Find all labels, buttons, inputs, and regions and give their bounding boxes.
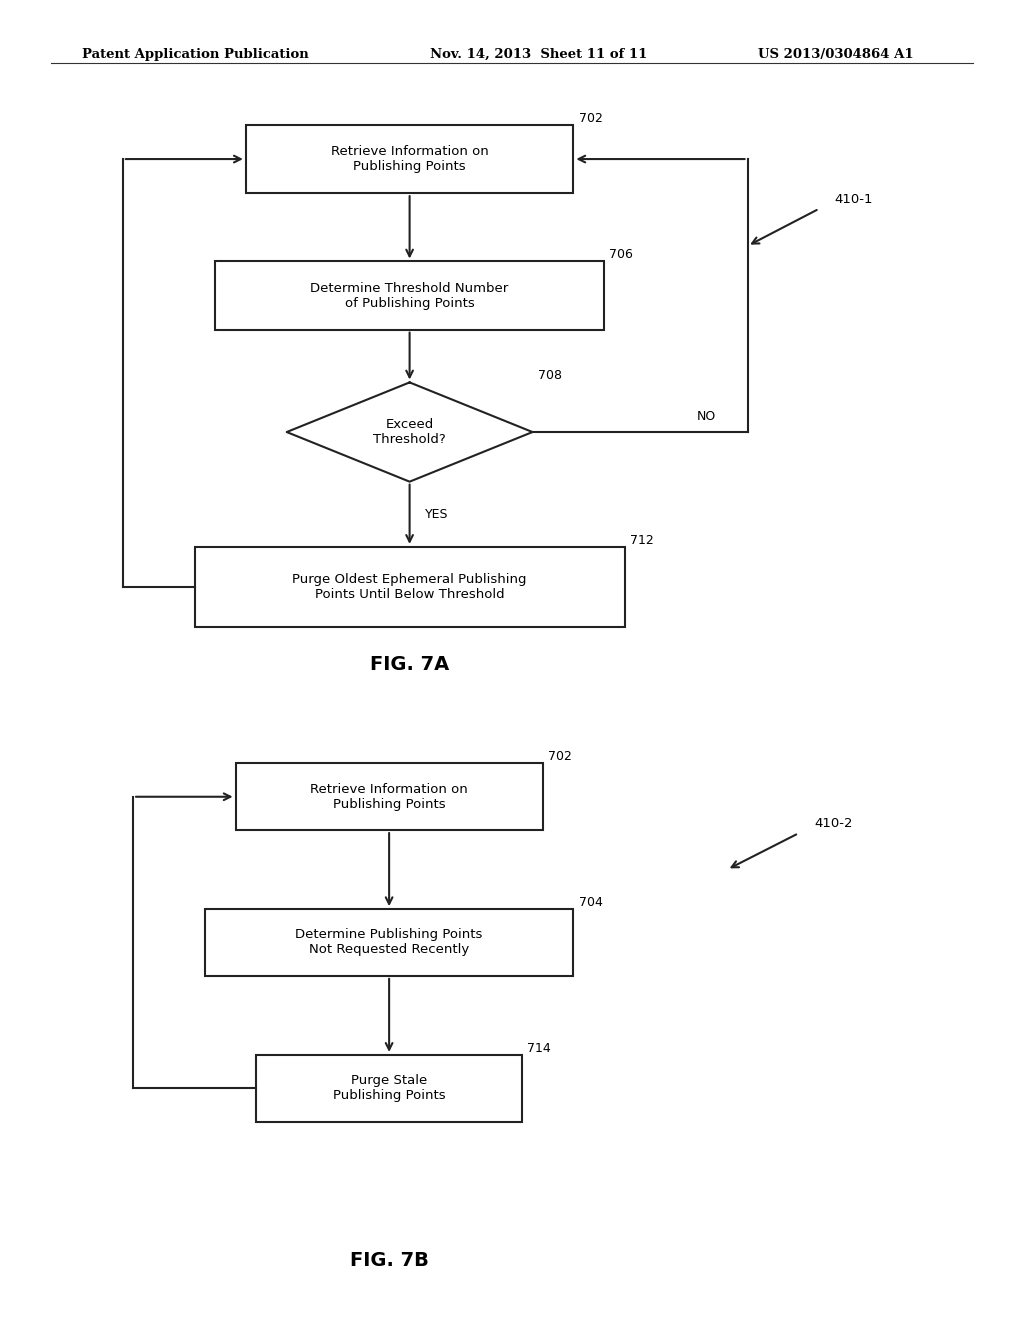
Text: 410-2: 410-2: [814, 817, 853, 830]
Text: Exceed
Threshold?: Exceed Threshold?: [373, 418, 446, 446]
Text: YES: YES: [425, 508, 449, 520]
FancyBboxPatch shape: [236, 763, 543, 830]
Text: NO: NO: [696, 409, 716, 422]
Text: Nov. 14, 2013  Sheet 11 of 11: Nov. 14, 2013 Sheet 11 of 11: [430, 48, 647, 61]
FancyBboxPatch shape: [246, 125, 573, 193]
Text: 704: 704: [579, 896, 602, 909]
Text: 714: 714: [527, 1041, 551, 1055]
Text: 702: 702: [579, 112, 602, 125]
Text: Retrieve Information on
Publishing Points: Retrieve Information on Publishing Point…: [331, 145, 488, 173]
Text: Patent Application Publication: Patent Application Publication: [82, 48, 308, 61]
FancyBboxPatch shape: [256, 1055, 522, 1122]
FancyBboxPatch shape: [215, 261, 604, 330]
Text: 712: 712: [630, 533, 653, 546]
Text: Determine Threshold Number
of Publishing Points: Determine Threshold Number of Publishing…: [310, 281, 509, 310]
Text: 702: 702: [548, 750, 571, 763]
Text: Purge Oldest Ephemeral Publishing
Points Until Below Threshold: Purge Oldest Ephemeral Publishing Points…: [292, 573, 527, 601]
Text: 708: 708: [538, 370, 561, 383]
Text: Determine Publishing Points
Not Requested Recently: Determine Publishing Points Not Requeste…: [296, 928, 482, 957]
Text: 706: 706: [609, 248, 633, 261]
FancyBboxPatch shape: [195, 546, 625, 627]
FancyBboxPatch shape: [205, 909, 573, 975]
Text: Purge Stale
Publishing Points: Purge Stale Publishing Points: [333, 1074, 445, 1102]
Text: FIG. 7A: FIG. 7A: [370, 655, 450, 675]
Text: FIG. 7B: FIG. 7B: [349, 1251, 429, 1270]
Text: 410-1: 410-1: [835, 193, 873, 206]
Text: US 2013/0304864 A1: US 2013/0304864 A1: [758, 48, 913, 61]
Text: Retrieve Information on
Publishing Points: Retrieve Information on Publishing Point…: [310, 783, 468, 810]
